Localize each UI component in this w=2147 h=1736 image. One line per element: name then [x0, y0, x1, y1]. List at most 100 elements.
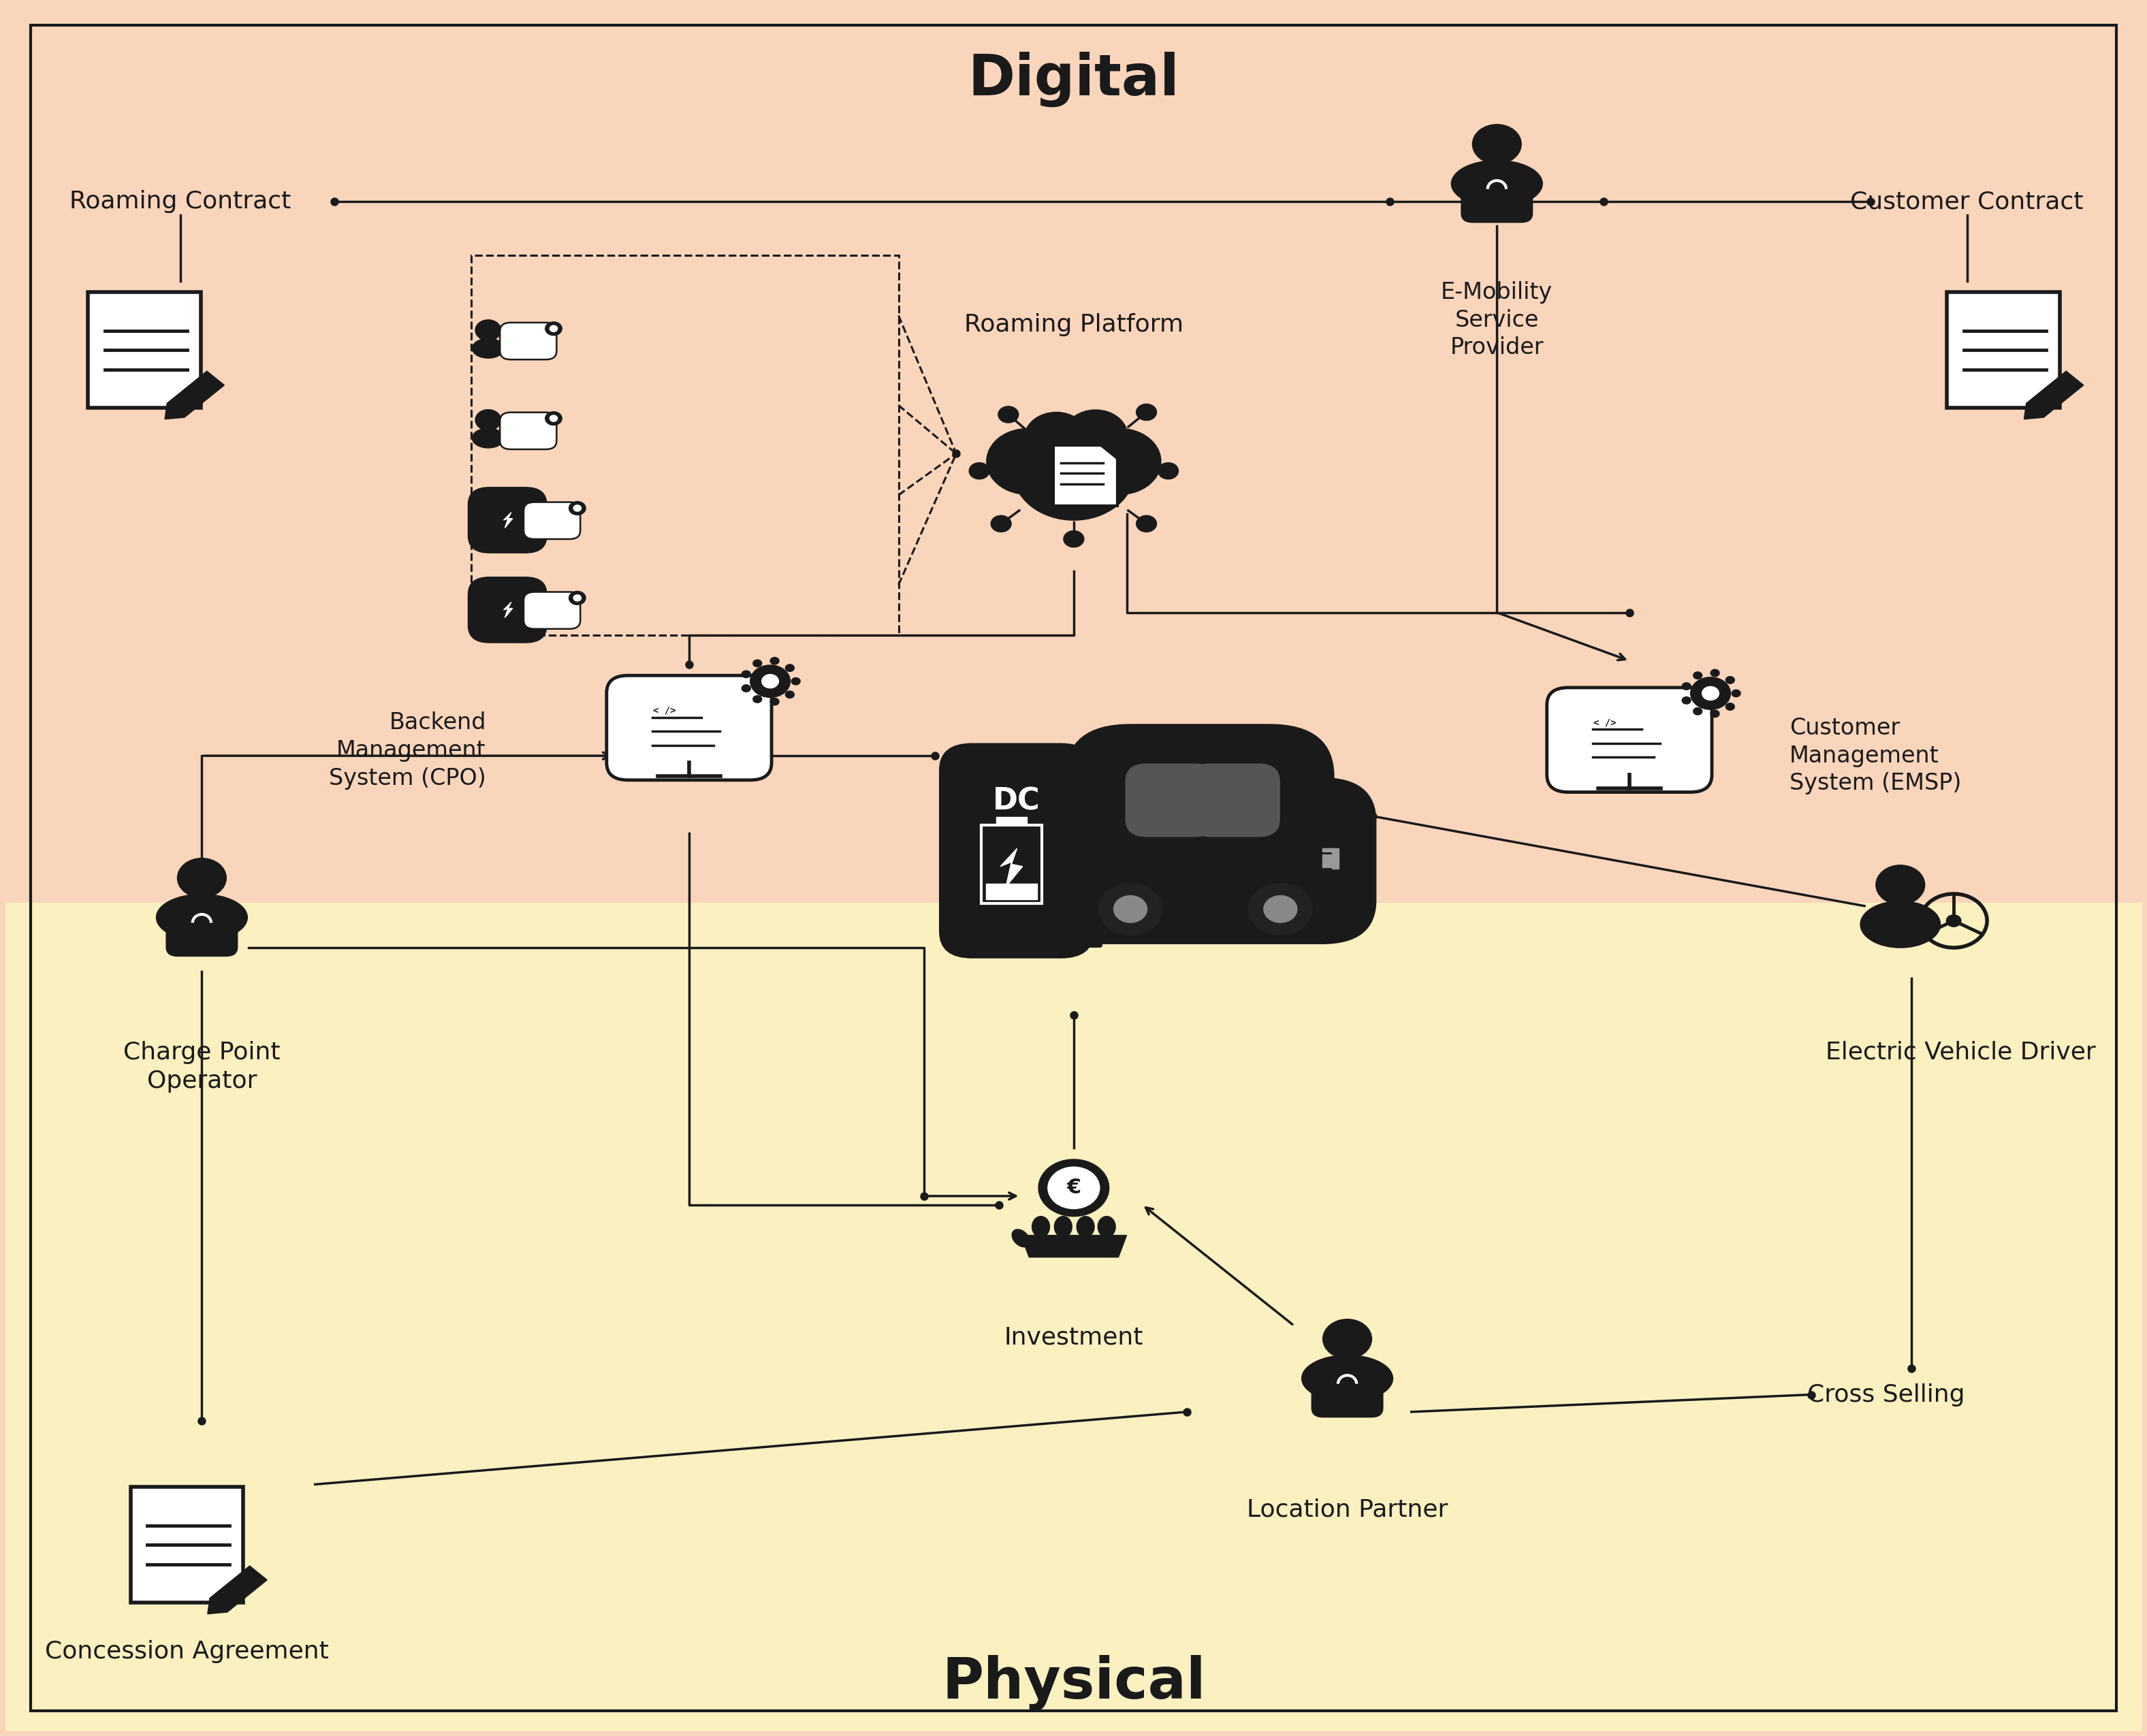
Circle shape	[550, 415, 558, 422]
Ellipse shape	[1076, 1217, 1095, 1238]
Circle shape	[754, 696, 762, 703]
Circle shape	[754, 660, 762, 667]
Circle shape	[1694, 672, 1703, 679]
Circle shape	[1876, 865, 1926, 904]
Bar	[4, 903, 2143, 1731]
Circle shape	[1265, 896, 1297, 922]
Circle shape	[741, 670, 751, 677]
Circle shape	[1690, 677, 1730, 710]
Circle shape	[786, 665, 794, 672]
Circle shape	[1024, 411, 1089, 464]
Circle shape	[569, 592, 586, 604]
Text: Concession Agreement: Concession Agreement	[45, 1641, 328, 1663]
Text: Roaming Platform: Roaming Platform	[964, 312, 1183, 337]
Circle shape	[550, 326, 558, 332]
FancyBboxPatch shape	[1546, 687, 1711, 792]
Ellipse shape	[1097, 1217, 1116, 1238]
Text: Customer Contract: Customer Contract	[1851, 189, 2083, 214]
Bar	[1323, 849, 1340, 868]
Text: Backend
Management
System (CPO): Backend Management System (CPO)	[328, 712, 485, 790]
FancyBboxPatch shape	[608, 675, 771, 779]
Circle shape	[792, 677, 801, 684]
FancyBboxPatch shape	[1067, 726, 1333, 873]
Circle shape	[1473, 125, 1522, 163]
Polygon shape	[505, 512, 513, 528]
Circle shape	[1013, 422, 1136, 521]
Text: Customer
Management
System (EMSP): Customer Management System (EMSP)	[1791, 717, 1962, 795]
Circle shape	[749, 665, 790, 698]
Polygon shape	[2025, 403, 2044, 418]
Circle shape	[988, 429, 1067, 495]
Circle shape	[1323, 1319, 1372, 1359]
Bar	[985, 884, 1037, 899]
Text: DC: DC	[992, 786, 1041, 816]
Circle shape	[1694, 708, 1703, 715]
FancyBboxPatch shape	[131, 1486, 243, 1602]
Bar	[996, 818, 1026, 825]
Ellipse shape	[472, 429, 505, 448]
FancyBboxPatch shape	[1024, 778, 1376, 943]
Ellipse shape	[472, 339, 505, 358]
Circle shape	[998, 406, 1018, 424]
Circle shape	[1080, 429, 1162, 495]
Circle shape	[1136, 516, 1157, 531]
Text: E-Mobility
Service
Provider: E-Mobility Service Provider	[1441, 281, 1552, 359]
Circle shape	[474, 319, 500, 340]
Circle shape	[1726, 677, 1735, 684]
FancyBboxPatch shape	[500, 413, 556, 450]
Text: Investment: Investment	[1005, 1326, 1144, 1349]
Text: Cross Selling: Cross Selling	[1808, 1384, 1965, 1406]
Polygon shape	[1020, 1236, 1127, 1257]
Circle shape	[178, 858, 225, 898]
FancyBboxPatch shape	[88, 292, 200, 408]
Bar	[470, 255, 897, 635]
Circle shape	[968, 464, 990, 479]
Circle shape	[1099, 884, 1162, 936]
Bar	[4, 5, 2143, 903]
Circle shape	[474, 410, 500, 431]
Circle shape	[1136, 404, 1157, 420]
Polygon shape	[1099, 444, 1116, 460]
FancyBboxPatch shape	[1462, 181, 1533, 222]
Text: €: €	[1067, 1179, 1080, 1198]
FancyBboxPatch shape	[524, 592, 580, 628]
Ellipse shape	[1011, 1229, 1031, 1246]
Polygon shape	[210, 1566, 266, 1613]
Circle shape	[1733, 689, 1741, 696]
Circle shape	[1063, 531, 1084, 547]
FancyBboxPatch shape	[468, 576, 547, 642]
FancyBboxPatch shape	[1189, 764, 1280, 837]
Polygon shape	[2027, 372, 2083, 417]
Circle shape	[741, 684, 751, 693]
FancyBboxPatch shape	[1125, 764, 1215, 837]
Circle shape	[1157, 464, 1179, 479]
Text: Location Partner: Location Partner	[1247, 1498, 1447, 1521]
Polygon shape	[167, 372, 223, 417]
Circle shape	[1711, 670, 1720, 677]
Circle shape	[1114, 896, 1146, 922]
Text: < />: < />	[1593, 717, 1617, 727]
Ellipse shape	[1301, 1356, 1393, 1401]
Ellipse shape	[1054, 1217, 1071, 1238]
Circle shape	[762, 675, 779, 687]
Text: Physical: Physical	[943, 1654, 1207, 1712]
Circle shape	[573, 505, 582, 512]
Circle shape	[573, 595, 582, 601]
Circle shape	[1039, 1160, 1110, 1217]
Circle shape	[1703, 686, 1720, 700]
Ellipse shape	[1451, 160, 1542, 207]
Polygon shape	[1001, 849, 1022, 887]
FancyBboxPatch shape	[940, 745, 1093, 958]
Circle shape	[1063, 826, 1091, 849]
Circle shape	[1681, 696, 1692, 705]
Circle shape	[569, 502, 586, 516]
FancyBboxPatch shape	[1312, 1375, 1383, 1417]
Ellipse shape	[1033, 1217, 1050, 1238]
Circle shape	[786, 691, 794, 698]
FancyBboxPatch shape	[1054, 444, 1116, 507]
Circle shape	[1711, 710, 1720, 717]
FancyBboxPatch shape	[468, 488, 547, 552]
Circle shape	[1681, 682, 1692, 689]
Circle shape	[1063, 410, 1127, 462]
Circle shape	[992, 516, 1011, 531]
